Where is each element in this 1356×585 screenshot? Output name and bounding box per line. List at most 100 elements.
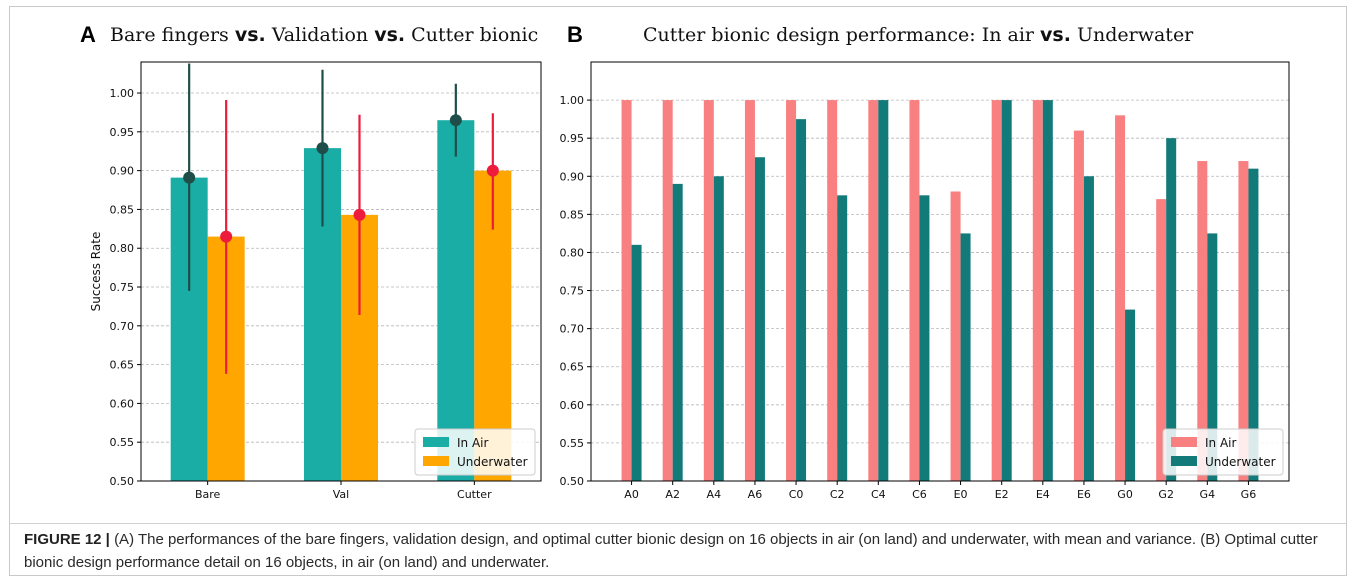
a-x-tick-label: Bare	[195, 488, 221, 501]
b-x-tick-label: E6	[1077, 488, 1091, 501]
b-y-tick-label: 0.65	[560, 361, 585, 374]
b-bar-underwater	[1207, 233, 1218, 481]
panel-a-letter: A	[80, 22, 96, 47]
b-x-tick-label: G0	[1117, 488, 1133, 501]
b-y-tick-label: 0.90	[560, 170, 585, 183]
a-y-tick-label: 0.75	[110, 281, 135, 294]
b-bar-underwater	[796, 119, 807, 482]
b-bar-underwater	[1166, 138, 1177, 481]
b-bar-underwater	[1125, 309, 1136, 481]
b-legend-swatch	[1171, 437, 1197, 447]
b-legend-label: In Air	[1205, 436, 1237, 450]
b-plot-area	[591, 62, 1289, 481]
b-x-tick-label: C6	[912, 488, 927, 501]
a-x-tick-label: Val	[333, 488, 349, 501]
b-x-tick-label: E0	[954, 488, 968, 501]
a-y-tick-label: 0.60	[110, 397, 135, 410]
b-bar-in-air	[1197, 161, 1208, 481]
b-y-tick-label: 0.95	[560, 132, 585, 145]
a-mean-point	[220, 230, 233, 243]
panel-a-title: Bare fingers vs. Validation vs. Cutter b…	[110, 24, 539, 46]
b-y-tick-label: 0.85	[560, 208, 585, 221]
b-x-tick-label: G4	[1200, 488, 1216, 501]
b-bar-in-air	[909, 100, 920, 481]
b-bar-in-air	[1156, 199, 1167, 482]
b-bar-underwater	[919, 195, 930, 481]
b-axes-frame	[590, 61, 1290, 482]
b-bar-in-air	[1073, 130, 1084, 481]
b-bar-underwater	[631, 244, 642, 481]
b-bar-underwater	[1042, 100, 1053, 481]
b-bar-in-air	[991, 100, 1002, 481]
b-x-tick-label: G2	[1158, 488, 1174, 501]
a-y-tick-label: 1.00	[110, 87, 135, 100]
a-y-tick-label: 0.85	[110, 203, 135, 216]
b-bar-underwater	[672, 183, 683, 481]
b-bar-underwater	[713, 176, 724, 482]
figure-frame	[9, 6, 1347, 576]
b-bar-in-air	[827, 100, 838, 481]
b-x-tick-label: A4	[707, 488, 722, 501]
a-y-tick-label: 0.55	[110, 436, 135, 449]
b-legend-label: Underwater	[1205, 455, 1276, 469]
a-axes-frame	[140, 61, 542, 482]
a-legend-swatch	[423, 437, 449, 447]
b-x-tick-label: E2	[995, 488, 1009, 501]
panel-b-title: Cutter bionic design performance: In air…	[643, 24, 1194, 46]
b-x-tick-label: C2	[830, 488, 845, 501]
b-x-tick-label: E4	[1036, 488, 1050, 501]
b-x-tick-label: C4	[871, 488, 886, 501]
b-y-tick-label: 0.55	[560, 437, 585, 450]
a-mean-point	[316, 142, 329, 155]
b-bar-underwater	[837, 195, 848, 481]
b-legend-swatch	[1171, 456, 1197, 466]
b-bar-underwater	[1083, 176, 1094, 482]
charts-svg: 0.50 0.55 0.60 0.65 0.70 0.75 0.80 0.85 0.90 0.95…	[89, 61, 1290, 501]
a-mean-point	[486, 164, 499, 177]
b-bar-in-air	[868, 100, 879, 481]
b-bar-in-air	[703, 100, 714, 481]
caption-divider	[9, 523, 1347, 524]
a-y-tick-label: 0.50	[110, 475, 135, 488]
b-bar-in-air	[1032, 100, 1043, 481]
b-y-tick-label: 0.70	[560, 323, 585, 336]
caption-text: (A) The performances of the bare fingers…	[24, 531, 1318, 571]
a-x-tick-label: Cutter	[457, 488, 492, 501]
b-bar-underwater	[960, 233, 971, 481]
b-y-tick-label: 1.00	[560, 94, 585, 107]
a-mean-point	[353, 208, 366, 221]
b-y-tick-label: 0.60	[560, 399, 585, 412]
b-bar-underwater	[754, 157, 765, 481]
a-bar-in-air	[437, 120, 475, 481]
b-bar-in-air	[1115, 115, 1126, 481]
b-bar-underwater	[1001, 100, 1012, 481]
b-y-tick-label: 0.80	[560, 246, 585, 259]
a-y-tick-label: 0.95	[110, 126, 135, 139]
b-x-tick-label: C0	[789, 488, 804, 501]
b-bar-in-air	[950, 191, 961, 481]
a-legend-swatch	[423, 456, 449, 466]
a-y-tick-label: 0.65	[110, 359, 135, 372]
b-bar-in-air	[662, 100, 673, 481]
figure-caption: FIGURE 12 | (A) The performances of the …	[24, 528, 1324, 574]
caption-label: FIGURE 12 |	[24, 531, 115, 548]
b-x-tick-label: A6	[748, 488, 763, 501]
b-bar-in-air	[786, 100, 797, 481]
b-y-tick-label: 0.50	[560, 475, 585, 488]
b-y-tick-label: 0.75	[560, 285, 585, 298]
b-bar-in-air	[621, 100, 632, 481]
panel-b-letter: B	[567, 22, 583, 47]
a-legend-label: In Air	[457, 436, 489, 450]
a-y-tick-label: 0.90	[110, 165, 135, 178]
b-bar-underwater	[878, 100, 889, 481]
b-x-tick-label: G6	[1241, 488, 1257, 501]
a-mean-point	[183, 171, 196, 184]
b-bar-in-air	[1238, 161, 1249, 481]
a-legend-label: Underwater	[457, 455, 528, 469]
a-y-axis-label: Success Rate	[89, 232, 103, 312]
b-bar-underwater	[1248, 168, 1259, 481]
a-y-tick-label: 0.70	[110, 320, 135, 333]
b-bar-in-air	[744, 100, 755, 481]
b-x-tick-label: A2	[665, 488, 680, 501]
a-y-tick-label: 0.80	[110, 242, 135, 255]
